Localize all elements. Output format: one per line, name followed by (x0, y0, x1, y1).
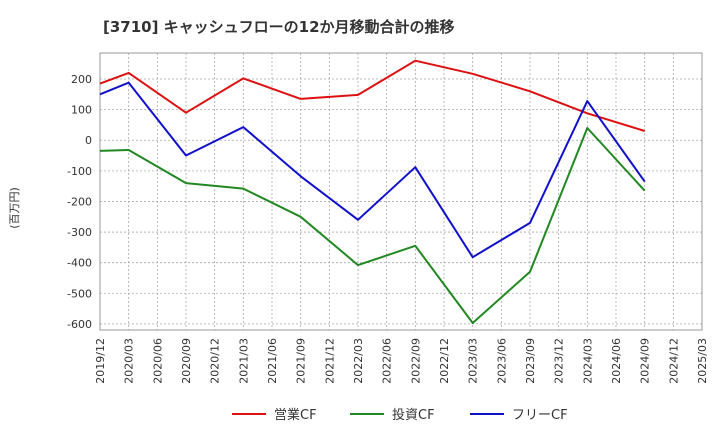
plot-area-frame (99, 52, 703, 331)
x-tick-label: 2020/03 (123, 338, 136, 384)
x-tick-label: 2025/03 (696, 338, 709, 384)
x-tick-label: 2023/12 (553, 338, 566, 384)
legend-label: フリーCF (512, 408, 568, 423)
series-line-営業CF (99, 59, 645, 132)
x-tick-label: 2020/09 (180, 338, 193, 384)
x-tick-label: 2024/06 (610, 338, 623, 384)
x-tick-label: 2023/03 (467, 338, 480, 384)
y-tick-label: -300 (67, 226, 92, 239)
x-tick-label: 2024/12 (667, 338, 680, 384)
y-tick-label: -200 (67, 195, 92, 208)
y-tick-label: -600 (67, 318, 92, 331)
y-tick-label: -500 (67, 287, 92, 300)
y-tick-label: -400 (67, 257, 92, 270)
series-lines (99, 59, 646, 324)
x-tick-label: 2020/12 (209, 338, 222, 384)
x-axis-ticks: 2019/12 2020/03 2020/06 2020/09 2020/12 2021/… (94, 338, 709, 384)
x-tick-label: 2022/03 (352, 338, 365, 384)
legend-label: 営業CF (274, 407, 317, 423)
x-tick-label: 2021/12 (323, 338, 336, 384)
legend: 営業CF 投資CF フリーCF (232, 407, 568, 423)
x-tick-label: 2020/06 (151, 338, 164, 384)
y-tick-label: 0 (85, 134, 92, 147)
x-tick-label: 2022/09 (409, 338, 422, 384)
legend-label: 投資CF (392, 407, 435, 423)
y-tick-label: 200 (71, 73, 92, 86)
x-tick-label: 2022/12 (438, 338, 451, 384)
x-tick-label: 2024/09 (639, 338, 652, 384)
x-tick-label: 2021/03 (237, 338, 250, 384)
y-tick-label: 100 (71, 104, 92, 117)
x-tick-label: 2021/09 (295, 338, 308, 384)
x-tick-label: 2021/06 (266, 338, 279, 384)
x-tick-label: 2023/09 (524, 338, 537, 384)
y-axis-ticks: 200 100 0 -100 -200 -300 -400 -500 -600 (67, 73, 92, 331)
x-tick-label: 2023/06 (495, 338, 508, 384)
y-tick-label: -100 (67, 165, 92, 178)
series-line-投資CF (99, 127, 646, 324)
grid (100, 53, 702, 330)
x-tick-label: 2019/12 (94, 338, 107, 384)
x-tick-label: 2024/03 (581, 338, 594, 384)
chart-title: [3710] キャッシュフローの12か月移動合計の推移 (103, 18, 455, 36)
x-tick-label: 2022/06 (381, 338, 394, 384)
y-axis-label: (百万円) (8, 187, 21, 229)
series-line-フリーCF (99, 81, 646, 259)
